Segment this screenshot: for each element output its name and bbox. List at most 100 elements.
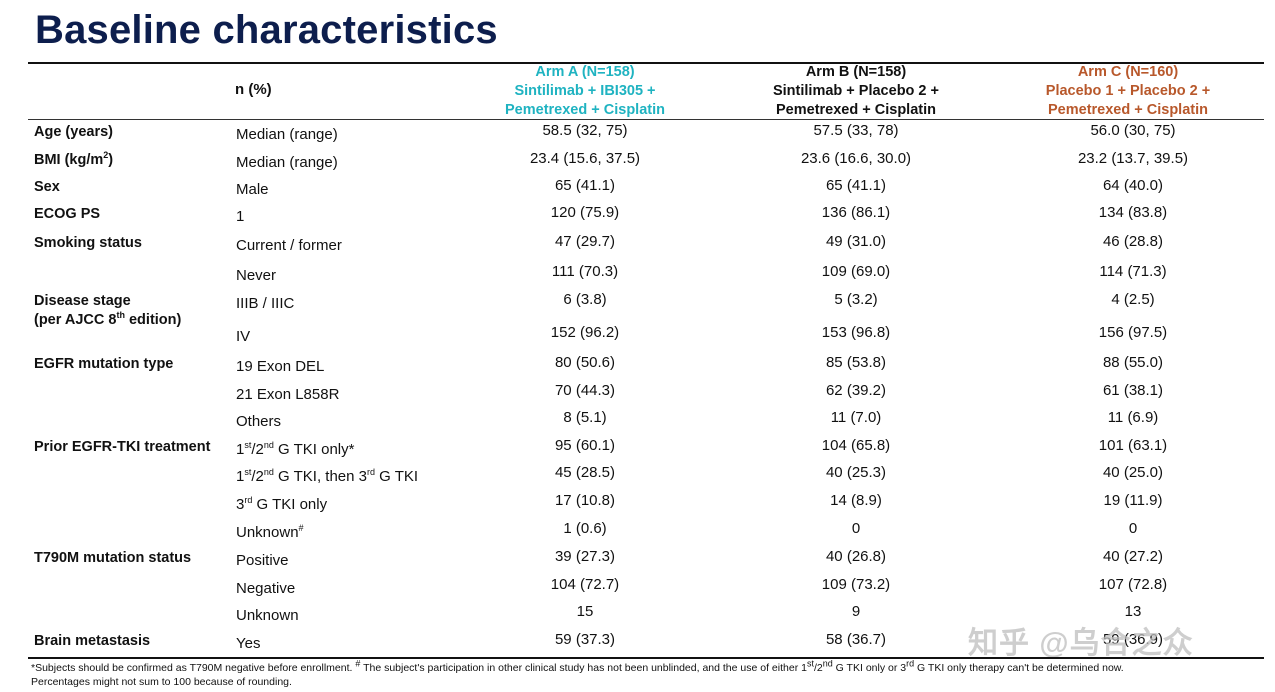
table-row-sex: Sex Male 65 (41.1) 65 (41.1) 64 (40.0) [0, 177, 1275, 201]
arm-a-value: 111 (70.3) [551, 263, 619, 280]
row-sublabel: 3rd G TKI only [236, 495, 328, 514]
arm-b-value: 109 (73.2) [821, 576, 891, 593]
row-sublabel: Median (range) [236, 154, 338, 171]
arm-c-value: 64 (40.0) [1102, 177, 1164, 194]
row-sublabel: 1 [236, 208, 245, 225]
table-row-tki-then-3rd: 1st/2nd G TKI, then 3rd G TKI 45 (28.5) … [0, 464, 1275, 488]
row-sublabel: Others [236, 413, 282, 430]
arm-a-value: 95 (60.1) [554, 437, 616, 454]
arm-c-value: 46 (28.8) [1102, 233, 1164, 250]
arm-c-value: 59 (36.9) [1102, 631, 1164, 648]
arm-c-value: 11 (6.9) [1107, 409, 1159, 426]
row-label: Smoking status [34, 235, 142, 251]
arm-c-value: 19 (11.9) [1103, 492, 1163, 509]
row-sublabel: Unknown [236, 607, 299, 624]
arm-c-value: 56.0 (30, 75) [1090, 122, 1176, 139]
arm-b-value: 0 [851, 520, 861, 537]
arm-a-header: Arm A (N=158) Sintilimab + IBI305 + Peme… [455, 63, 715, 120]
arm-b-value: 62 (39.2) [825, 382, 887, 399]
table-row-bmi: BMI (kg/m2) Median (range) 23.4 (15.6, 3… [0, 150, 1275, 174]
table-row-egfr-mutation: EGFR mutation type 19 Exon DEL 80 (50.6)… [0, 354, 1275, 378]
arm-c-value: 13 [1124, 603, 1142, 620]
row-sublabel: IV [236, 328, 251, 345]
table-row-smoking: Smoking status Current / former 47 (29.7… [0, 233, 1275, 257]
row-sublabel: 1st/2nd G TKI only* [236, 440, 355, 459]
row-label: EGFR mutation type [34, 356, 174, 372]
arm-b-value: 136 (86.1) [821, 204, 891, 221]
row-sublabel: Current / former [236, 237, 342, 254]
arm-c-value: 107 (72.8) [1098, 576, 1168, 593]
arm-a-regimen-line2: Pemetrexed + Cisplatin [505, 102, 665, 118]
arm-b-value: 57.5 (33, 78) [813, 122, 899, 139]
arm-c-value: 40 (25.0) [1102, 464, 1164, 481]
arm-b-value: 65 (41.1) [825, 177, 887, 194]
row-label: Brain metastasis [34, 633, 151, 649]
arm-a-value: 152 (96.2) [550, 324, 620, 341]
row-label: ECOG PS [34, 206, 101, 222]
table-row-stage-iv: IV 152 (96.2) 153 (96.8) 156 (97.5) [0, 324, 1275, 348]
arm-c-regimen-line1: Placebo 1 + Placebo 2 + [1045, 83, 1211, 99]
arm-a-value: 6 (3.8) [563, 291, 607, 308]
arm-b-value: 9 [851, 603, 861, 620]
row-sublabel: 19 Exon DEL [236, 358, 325, 375]
arm-a-value: 8 (5.1) [563, 409, 607, 426]
arm-c-value: 40 (27.2) [1102, 548, 1164, 565]
arm-b-value: 40 (26.8) [825, 548, 887, 565]
table-row-ecog: ECOG PS 1 120 (75.9) 136 (86.1) 134 (83.… [0, 204, 1275, 228]
table-row-disease-stage: Disease stage (per AJCC 8th edition) III… [0, 291, 1275, 328]
arm-a-value: 65 (41.1) [554, 177, 616, 194]
arm-b-value: 5 (3.2) [834, 291, 878, 308]
arm-a-value: 45 (28.5) [554, 464, 616, 481]
arm-a-value: 59 (37.3) [554, 631, 616, 648]
footnote-line2: Percentages might not sum to 100 because… [31, 676, 292, 688]
row-sublabel: Yes [236, 635, 261, 652]
arm-a-value: 1 (0.6) [563, 520, 607, 537]
row-sublabel: 1st/2nd G TKI, then 3rd G TKI [236, 467, 419, 486]
row-label: Prior EGFR-TKI treatment [34, 439, 211, 455]
watermark: 知乎 @乌合之众 [968, 627, 1194, 660]
arm-b-value: 11 (7.0) [830, 409, 882, 426]
arm-a-title: Arm A (N=158) [535, 64, 635, 80]
arm-b-regimen-line2: Pemetrexed + Cisplatin [776, 102, 936, 118]
arm-c-value: 4 (2.5) [1111, 291, 1155, 308]
arm-c-title: Arm C (N=160) [1077, 64, 1179, 80]
arm-c-value: 61 (38.1) [1102, 382, 1164, 399]
table-row-t790m-unknown: Unknown 15 9 13 [0, 603, 1275, 627]
row-label: Age (years) [34, 124, 113, 140]
row-sublabel: IIIB / IIIC [236, 295, 295, 312]
arm-b-title: Arm B (N=158) [805, 64, 907, 80]
table-row-prior-tki: Prior EGFR-TKI treatment 1st/2nd G TKI o… [0, 437, 1275, 461]
table-top-rule [28, 62, 1264, 64]
table-row-tki-unknown: Unknown# 1 (0.6) 0 0 [0, 520, 1275, 544]
arm-b-value: 109 (69.0) [821, 263, 891, 280]
table-row-smoking-never: Never 111 (70.3) 109 (69.0) 114 (71.3) [0, 263, 1275, 287]
arm-b-value: 40 (25.3) [825, 464, 887, 481]
arm-b-value: 14 (8.9) [830, 492, 882, 509]
arm-b-value: 58 (36.7) [825, 631, 887, 648]
row-sublabel: Negative [236, 580, 296, 597]
arm-b-value: 23.6 (16.6, 30.0) [800, 150, 912, 167]
arm-c-value: 88 (55.0) [1102, 354, 1164, 371]
arm-a-value: 104 (72.7) [550, 576, 620, 593]
arm-c-header: Arm C (N=160) Placebo 1 + Placebo 2 + Pe… [998, 63, 1258, 120]
row-sublabel: 21 Exon L858R [236, 386, 340, 403]
n-percent-header: n (%) [235, 81, 272, 98]
arm-b-value: 104 (65.8) [821, 437, 891, 454]
footnote-line1: *Subjects should be confirmed as T790M n… [31, 658, 1124, 674]
row-sublabel: Never [236, 267, 277, 284]
row-sublabel: Positive [236, 552, 289, 569]
table-bottom-rule [28, 657, 1264, 659]
row-label-line2: (per AJCC 8th edition) [34, 310, 182, 328]
arm-a-value: 47 (29.7) [554, 233, 616, 250]
table-row-3rd-only: 3rd G TKI only 17 (10.8) 14 (8.9) 19 (11… [0, 492, 1275, 516]
page-title: Baseline characteristics [35, 8, 498, 52]
arm-a-value: 70 (44.3) [554, 382, 616, 399]
row-sublabel: Male [236, 181, 269, 198]
arm-c-value: 23.2 (13.7, 39.5) [1077, 150, 1189, 167]
table-row-t790m: T790M mutation status Positive 39 (27.3)… [0, 548, 1275, 572]
arm-c-regimen-line2: Pemetrexed + Cisplatin [1048, 102, 1208, 118]
arm-c-value: 114 (71.3) [1099, 263, 1167, 280]
table-row-t790m-negative: Negative 104 (72.7) 109 (73.2) 107 (72.8… [0, 576, 1275, 600]
arm-b-value: 49 (31.0) [825, 233, 887, 250]
arm-b-value: 153 (96.8) [821, 324, 891, 341]
